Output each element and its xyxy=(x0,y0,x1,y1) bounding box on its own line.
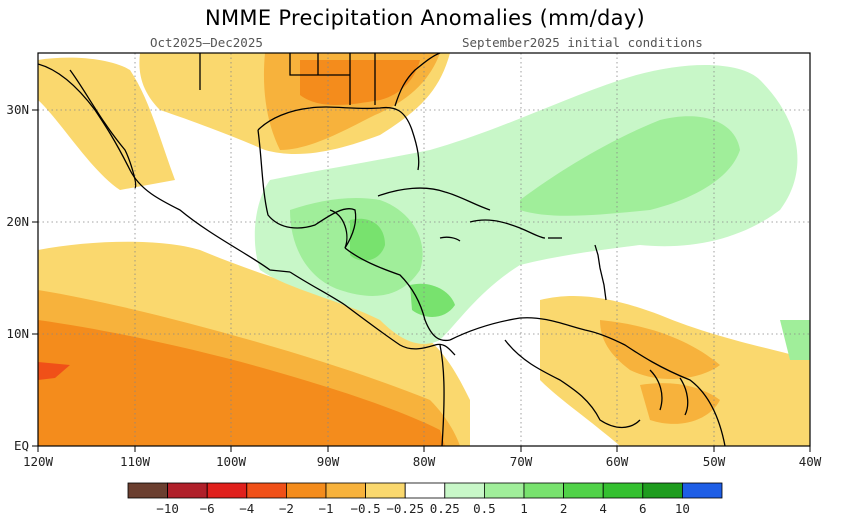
colorbar-label: −0.5 xyxy=(351,501,381,516)
coast-mexico-us xyxy=(38,63,291,273)
colorbar-label: −0.25 xyxy=(386,501,424,516)
border-guianas xyxy=(649,369,689,416)
wet-anomaly-central-core xyxy=(350,218,385,261)
colorbar-swatch xyxy=(483,482,525,499)
coast-us-gulf xyxy=(257,106,420,171)
colorbar-swatch xyxy=(127,482,168,499)
colorbar-swatch xyxy=(642,482,683,499)
dry-anomaly-pacific-max xyxy=(38,362,70,380)
coast-colombia-pacific xyxy=(439,344,445,446)
lon-label: 100W xyxy=(216,454,247,469)
colorbar-swatch xyxy=(682,482,723,499)
colorbar-label: 6 xyxy=(639,501,647,516)
lon-label: 80W xyxy=(413,454,436,469)
chart-title: NMME Precipitation Anomalies (mm/day) xyxy=(205,6,645,30)
colorbar-label: −6 xyxy=(200,501,215,516)
lon-label: 120W xyxy=(23,454,54,469)
lon-label: 70W xyxy=(510,454,533,469)
colorbar-label: 2 xyxy=(560,501,568,516)
coast-cuba xyxy=(377,187,491,211)
coast-gulf xyxy=(257,129,357,249)
coast-hispaniola xyxy=(469,219,546,239)
colorbar-swatch xyxy=(444,482,485,499)
border-venezuela xyxy=(504,339,641,429)
lon-label: 40W xyxy=(799,454,822,469)
coastlines xyxy=(38,53,726,446)
colorbar xyxy=(127,482,723,499)
colorbar-label: 1 xyxy=(520,501,528,516)
axis-ticks xyxy=(32,109,811,452)
colorbar-swatch xyxy=(523,482,564,499)
dry-anomaly-brazil xyxy=(640,383,720,424)
coast-caribbean-central xyxy=(344,247,451,342)
lon-label: 60W xyxy=(606,454,629,469)
colorbar-swatch xyxy=(563,482,604,499)
dry-anomaly-pacific-strong xyxy=(38,320,445,446)
initial-conditions: September2025 initial conditions xyxy=(462,35,703,50)
coast-jamaica xyxy=(439,236,461,242)
lat-label: 30N xyxy=(6,102,29,117)
coast-yucatan xyxy=(329,209,348,249)
colorbar-swatch xyxy=(365,482,406,499)
colorbar-label: 10 xyxy=(675,501,690,516)
colorbar-swatch xyxy=(167,482,208,499)
colorbar-swatch xyxy=(325,482,366,499)
wet-anomaly-atlantic-band xyxy=(520,116,740,216)
lon-labels: 120W 110W 100W 90W 80W 70W 60W 50W 40W xyxy=(23,454,822,469)
colorbar-label: −2 xyxy=(279,501,294,516)
colorbar-label: 0.5 xyxy=(473,501,496,516)
colorbar-swatch xyxy=(206,482,248,499)
coast-florida xyxy=(394,53,441,107)
colorbar-label: −10 xyxy=(156,501,179,516)
colorbar-swatch xyxy=(404,482,446,499)
colorbar-label: 4 xyxy=(599,501,607,516)
wet-anomaly-east-atlantic xyxy=(780,320,810,360)
lat-labels: EQ 10N 20N 30N xyxy=(6,102,29,453)
dry-anomaly-guianas xyxy=(600,320,720,380)
colorbar-label: −4 xyxy=(239,501,254,516)
coast-baja xyxy=(69,69,137,189)
lat-label: EQ xyxy=(14,438,29,453)
colorbar-swatch xyxy=(246,482,287,499)
coast-south-america xyxy=(449,317,726,446)
shading-layer xyxy=(38,53,810,446)
coast-lesser-antilles xyxy=(594,244,607,301)
colorbar-labels: −10 −6 −4 −2 −1 −0.5 −0.25 0.25 0.5 1 2 4 6 10 xyxy=(156,501,690,516)
coast-central-america xyxy=(289,271,456,356)
border-us-states xyxy=(199,53,376,105)
lat-label: 20N xyxy=(6,214,29,229)
lat-label: 10N xyxy=(6,326,29,341)
forecast-period: Oct2025–Dec2025 xyxy=(150,35,263,50)
colorbar-label: 0.25 xyxy=(430,501,460,516)
dry-anomaly-mexico-west xyxy=(38,57,175,190)
lon-label: 50W xyxy=(703,454,726,469)
lon-label: 90W xyxy=(317,454,340,469)
colorbar-swatch xyxy=(602,482,644,499)
colorbar-label: −1 xyxy=(318,501,333,516)
lon-label: 110W xyxy=(120,454,151,469)
colorbar-swatch xyxy=(285,482,327,499)
dry-anomaly-gulf-strong xyxy=(300,60,420,105)
